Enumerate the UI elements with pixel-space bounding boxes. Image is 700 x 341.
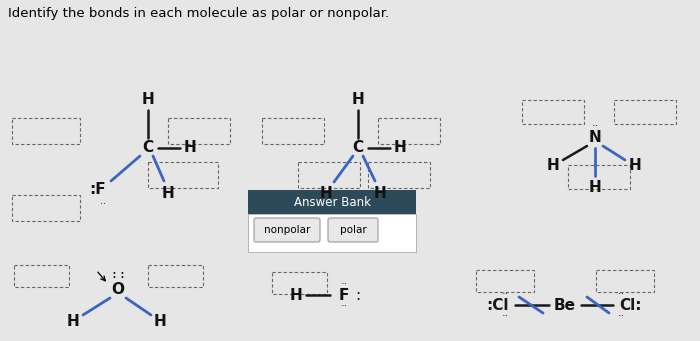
Text: C: C (142, 140, 153, 155)
Bar (272, 272, 327, 294)
Text: ··: ·· (617, 289, 624, 299)
Bar (168, 118, 230, 144)
Bar (568, 165, 630, 189)
Text: H: H (290, 287, 302, 302)
Text: polar: polar (340, 225, 366, 235)
Text: ·: · (120, 267, 125, 282)
Text: Be: Be (554, 297, 576, 312)
Text: O: O (111, 282, 125, 297)
Text: Identify the bonds in each molecule as polar or nonpolar.: Identify the bonds in each molecule as p… (8, 8, 389, 20)
Bar (298, 162, 360, 188)
FancyBboxPatch shape (328, 218, 378, 242)
Text: nonpolar: nonpolar (264, 225, 310, 235)
Bar (378, 118, 440, 144)
Bar (12, 118, 80, 144)
Text: ··: ·· (340, 301, 348, 311)
Text: H: H (162, 186, 174, 201)
Text: ··: ·· (501, 289, 509, 299)
Bar (148, 265, 203, 287)
Text: ··: ·· (617, 311, 624, 321)
Text: H: H (66, 314, 79, 329)
Text: Answer Bank: Answer Bank (293, 195, 370, 208)
Text: ··: ·· (340, 279, 348, 289)
Text: H: H (547, 159, 559, 174)
Bar (596, 270, 654, 292)
Text: ·: · (120, 271, 125, 286)
Bar (12, 195, 80, 221)
FancyBboxPatch shape (254, 218, 320, 242)
Text: H: H (153, 314, 167, 329)
Text: ··: ·· (501, 311, 509, 321)
Bar (262, 118, 324, 144)
Text: ·: · (111, 271, 116, 286)
Bar (14, 265, 69, 287)
Bar (248, 190, 416, 214)
Bar (368, 162, 430, 188)
Text: H: H (589, 180, 601, 195)
Text: H: H (629, 159, 641, 174)
Text: H: H (351, 92, 365, 107)
Text: Cl:: Cl: (619, 297, 641, 312)
Text: :: : (356, 287, 360, 302)
Text: ··: ·· (592, 121, 598, 131)
Bar (614, 100, 676, 124)
Text: :Cl: :Cl (486, 297, 508, 312)
Text: ·: · (111, 267, 116, 282)
Bar (148, 162, 218, 188)
Text: F: F (339, 287, 349, 302)
Text: H: H (374, 186, 386, 201)
Text: H: H (183, 140, 197, 155)
Text: H: H (320, 186, 332, 201)
Text: C: C (352, 140, 363, 155)
Text: H: H (141, 92, 155, 107)
Text: :F: :F (90, 182, 106, 197)
Bar (476, 270, 534, 292)
Bar (522, 100, 584, 124)
Text: ··: ·· (100, 199, 106, 209)
Text: H: H (393, 140, 407, 155)
Text: N: N (589, 131, 601, 146)
Bar (248, 214, 416, 252)
